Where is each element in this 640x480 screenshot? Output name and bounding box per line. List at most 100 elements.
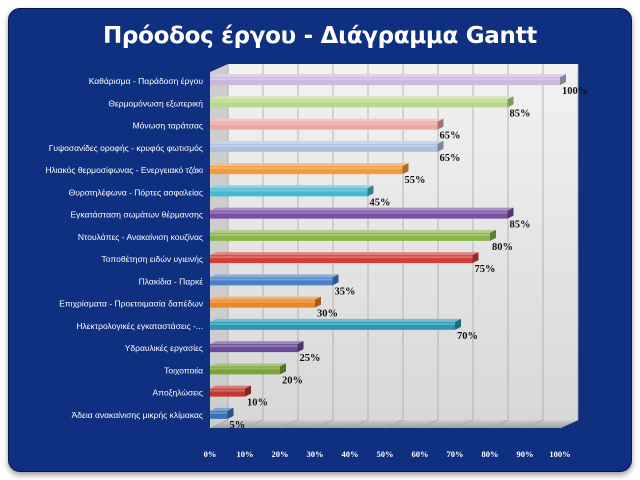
bar-end (280, 363, 286, 375)
bar-highlight (210, 278, 333, 281)
bar-top (210, 252, 479, 256)
gridline-floor (244, 419, 264, 429)
bar-front (210, 99, 508, 108)
bar-highlight (210, 367, 280, 370)
x-tick-label: 30% (307, 449, 324, 459)
bar-end (402, 163, 409, 175)
gridline-floor (559, 419, 579, 429)
bar-top (210, 407, 234, 411)
x-tick-label: 100% (549, 449, 570, 459)
category-label: Θερμομόνωση εξωτερική (108, 98, 203, 108)
gridline-floor (314, 419, 334, 429)
bar-highlight (210, 300, 315, 303)
gridline-floor (454, 419, 474, 429)
category-label: Επιχρίσματα - Προετοιμασία δαπέδων (59, 299, 203, 309)
category-label: Άδεια ανακαίνισης μικρής κλίμακας (72, 410, 203, 420)
bar-front (210, 255, 473, 264)
bar-front (210, 344, 298, 353)
value-label: 30% (317, 309, 338, 320)
bar (210, 385, 251, 397)
bar-highlight (210, 189, 368, 192)
bar-top (210, 385, 251, 389)
bar-front (210, 277, 333, 286)
category-label: Μόνωση ταράτσας (133, 121, 203, 131)
value-label: 65% (440, 153, 461, 164)
bar-front (210, 299, 315, 308)
bar-front (210, 143, 438, 152)
value-label: 70% (457, 331, 478, 342)
bar (210, 341, 304, 353)
bar-end (315, 296, 321, 308)
category-label: Θυροτηλέφωνα - Πόρτες ασφαλείας (69, 187, 203, 197)
category-label: Ντουλάπες - Ανακαίνιση κουζίνας (78, 232, 203, 242)
bar (210, 118, 444, 130)
category-label: Γυψοσανίδες οροφής - κρυφός φωτισμός (49, 143, 203, 153)
bar-top (210, 363, 286, 367)
bar-top (210, 118, 444, 122)
bar-highlight (210, 100, 508, 103)
bar-top (210, 163, 409, 167)
value-label: 5% (230, 420, 246, 431)
bar-front (210, 232, 490, 241)
x-tick-label: 0% (204, 449, 217, 459)
bar-highlight (210, 122, 438, 125)
x-tick-label: 10% (237, 449, 254, 459)
bar-front (210, 366, 280, 375)
bar (210, 207, 514, 219)
value-label: 35% (335, 286, 356, 297)
bar-front (210, 210, 508, 219)
x-tick-label: 50% (377, 449, 394, 459)
bar-top (210, 318, 461, 322)
bar-highlight (210, 233, 490, 236)
gridline-floor (524, 419, 544, 429)
category-label: Εγκατάσταση σωμάτων θέρμανσης (70, 210, 203, 220)
gridline-floor (489, 419, 509, 429)
bar (210, 74, 566, 86)
value-label: 10% (247, 398, 268, 409)
value-label: 75% (475, 264, 496, 275)
bar (210, 252, 479, 264)
bar-top (210, 341, 304, 345)
bar-top (210, 185, 374, 189)
bar-highlight (210, 411, 228, 414)
bar-highlight (210, 167, 403, 170)
value-label: 80% (492, 242, 513, 253)
bar-top (210, 96, 514, 100)
bar-end (245, 385, 251, 397)
bar-top (210, 296, 321, 300)
bar-end (367, 185, 374, 197)
gridline-floor (349, 419, 369, 429)
bar (210, 407, 234, 419)
category-label: Καθάρισμα - Παράδοση έργου (89, 76, 204, 86)
bar-end (490, 229, 496, 241)
bar (210, 140, 444, 152)
bar-end (297, 341, 304, 353)
bar-front (210, 410, 228, 419)
bar-front (210, 388, 245, 397)
bar-highlight (210, 211, 508, 214)
bar-end (560, 74, 566, 86)
bar-end (227, 407, 234, 419)
value-label: 20% (282, 375, 303, 386)
value-label: 85% (510, 220, 531, 231)
bar-top (210, 229, 496, 233)
bar-front (210, 77, 560, 86)
bar-front (210, 321, 455, 330)
x-tick-label: 90% (517, 449, 534, 459)
bar-end (455, 318, 461, 330)
category-label: Τοποθέτηση ειδών υγιεινής (102, 254, 203, 264)
category-label: Ηλεκτρολογικές εγκαταστάσεις -... (76, 321, 203, 331)
bar-front (210, 166, 403, 175)
bar-highlight (210, 345, 298, 348)
bar-end (507, 96, 514, 108)
category-label: Ηλιακός θερμοσίφωνας - Ενεργειακό τζάκι (45, 165, 203, 175)
x-tick-label: 60% (412, 449, 429, 459)
bar-highlight (210, 322, 455, 325)
category-label: Αποξηλώσεις (153, 388, 203, 398)
value-label: 45% (370, 197, 391, 208)
bar-front (210, 121, 438, 130)
category-label: Υδραυλικές εργασίες (125, 343, 203, 353)
bar-highlight (210, 256, 473, 259)
value-label: 85% (510, 108, 531, 119)
bar (210, 318, 461, 330)
